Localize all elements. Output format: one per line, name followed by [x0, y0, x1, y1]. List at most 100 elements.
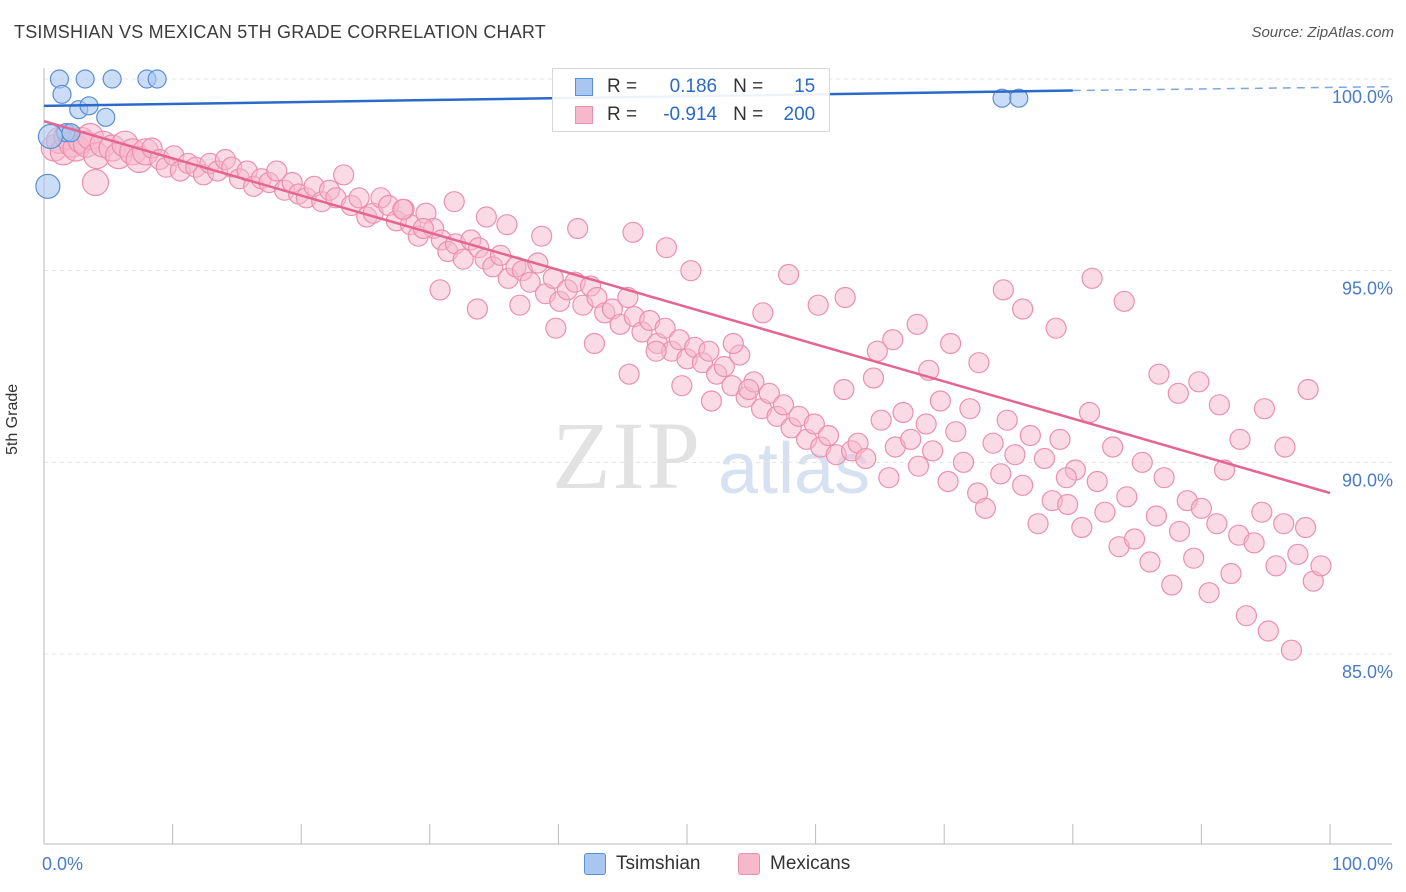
mexicans-point: [1004, 444, 1026, 466]
mexicans-point: [1148, 363, 1170, 385]
mexicans-point: [1113, 290, 1135, 312]
legend-row-mexicans: R = -0.914 N = 200: [575, 101, 815, 129]
mexicans-point: [807, 294, 829, 316]
mexicans-point: [968, 352, 990, 374]
tsimshian-point: [96, 107, 116, 127]
mexicans-point: [1078, 401, 1101, 424]
mexicans-point: [772, 394, 795, 416]
mexicans-point: [645, 340, 667, 362]
mexicans-point: [618, 363, 640, 385]
mexicans-point: [443, 191, 465, 213]
mexicans-point: [1243, 532, 1265, 554]
legend-item-mexicans: Mexicans: [738, 852, 850, 876]
mexicans-point: [952, 451, 975, 473]
mexicans-point: [1229, 428, 1251, 450]
mexicans-point: [1139, 551, 1161, 573]
legend-item-tsimshian: Tsimshian: [584, 852, 700, 876]
tsimshian-point: [52, 84, 72, 104]
mexicans-point: [1131, 451, 1153, 473]
x-tick-label: 100.0%: [1332, 854, 1393, 874]
mexicans-r-value: -0.914: [663, 104, 718, 125]
mexicans-point: [698, 340, 720, 362]
mexicans-point: [1094, 501, 1116, 523]
mexicans-point: [1012, 474, 1034, 496]
mexicans-point: [906, 313, 928, 335]
mexicans-points: [40, 122, 1332, 661]
mexicans-point: [907, 455, 930, 477]
mexicans-point: [519, 271, 541, 293]
source-label: Source: ZipAtlas.com: [1251, 24, 1394, 41]
mexicans-point: [929, 390, 951, 412]
mexicans-point: [1183, 547, 1205, 569]
y-tick-label: 90.0%: [1342, 470, 1393, 490]
mexicans-point: [583, 332, 606, 355]
mexicans-point: [982, 432, 1004, 454]
mexicans-point: [509, 294, 531, 316]
mexicans-point: [1033, 447, 1056, 470]
mexicans-point: [1123, 528, 1146, 550]
mexicans-point: [1012, 298, 1034, 320]
x-tick-label: 0.0%: [42, 854, 83, 874]
tsimshian-trend-extension: [1072, 85, 1393, 92]
mexicans-point: [713, 355, 735, 378]
mexicans-point: [1057, 493, 1079, 516]
mexicans-point: [1190, 497, 1213, 519]
tick-labels: 85.0% 90.0% 95.0% 100.0% 0.0% 100.0%: [42, 87, 1393, 874]
mexicans-point: [855, 447, 877, 470]
mexicans-n-value: 200: [783, 104, 816, 125]
mexicans-point: [429, 279, 451, 301]
mexicans-point: [622, 221, 644, 243]
mexicans-point: [992, 279, 1014, 301]
mexicans-point: [738, 378, 760, 401]
mexicans-point: [1086, 470, 1108, 493]
legend-row-tsimshian: R = 0.186 N = 15: [575, 73, 815, 101]
mexicans-point: [392, 198, 414, 220]
y-tick-label: 100.0%: [1332, 87, 1393, 107]
mexicans-point: [1081, 267, 1103, 289]
mexicans-point: [1055, 467, 1077, 489]
y-tick-label: 85.0%: [1342, 662, 1393, 682]
mexicans-point: [1102, 436, 1124, 458]
mexicans-point: [1168, 520, 1191, 542]
mexicans-point: [1280, 639, 1303, 661]
mexicans-point: [833, 378, 855, 401]
mexicans-point: [1188, 371, 1210, 393]
mexicans-point: [266, 160, 288, 182]
mexicans-point: [1273, 513, 1295, 535]
mexicans-point: [722, 332, 744, 355]
n-label: N =: [733, 76, 764, 97]
mexicans-point: [1253, 398, 1276, 420]
mexicans-point: [466, 298, 488, 320]
mexicans-point: [81, 168, 110, 197]
mexicans-point: [700, 390, 723, 412]
mexicans-point: [870, 409, 892, 431]
mexicans-point: [496, 214, 518, 236]
mexicans-point: [940, 332, 962, 355]
mexicans-point: [1208, 394, 1231, 416]
mexicans-point: [1071, 516, 1093, 539]
mexicans-point: [348, 187, 370, 209]
tsimshian-legend-swatch: [584, 853, 606, 875]
mexicans-point: [1257, 620, 1279, 642]
mexicans-point: [974, 497, 996, 519]
mexicans-point: [758, 382, 780, 404]
mexicans-point: [452, 248, 474, 270]
mexicans-point: [1049, 428, 1071, 450]
mexicans-point: [862, 367, 885, 389]
mexicans-point: [937, 470, 959, 493]
mexicans-point: [567, 217, 589, 240]
mexicans-point: [752, 302, 774, 324]
mexicans-swatch: [575, 106, 593, 124]
mexicans-point: [996, 409, 1018, 431]
mexicans-point: [1167, 382, 1189, 404]
y-tick-label: 95.0%: [1342, 279, 1393, 299]
chart-title: TSIMSHIAN VS MEXICAN 5TH GRADE CORRELATI…: [14, 22, 547, 42]
mexicans-trend-line: [43, 119, 1331, 495]
mexicans-legend-swatch: [738, 853, 760, 875]
watermark-atlas: atlas: [718, 429, 871, 509]
tsimshian-n-value: 15: [794, 76, 816, 97]
mexicans-point: [531, 225, 553, 247]
trend-lines: [43, 85, 1393, 495]
mexicans-point: [1161, 574, 1183, 596]
tsimshian-point: [102, 69, 122, 89]
